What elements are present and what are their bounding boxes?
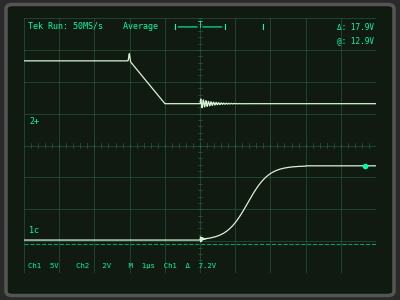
Text: 2+: 2+ xyxy=(29,117,39,126)
FancyBboxPatch shape xyxy=(6,4,394,296)
Text: 1c: 1c xyxy=(29,226,39,236)
Text: Δ: 17.9V: Δ: 17.9V xyxy=(337,23,374,32)
Text: Tek Run: 50MS/s    Average: Tek Run: 50MS/s Average xyxy=(28,22,158,31)
Text: @: 12.9V: @: 12.9V xyxy=(337,36,374,45)
Text: Ch1  5V    Ch2   2V    M  1μs  Ch1  Δ  7.2V: Ch1 5V Ch2 2V M 1μs Ch1 Δ 7.2V xyxy=(28,263,216,269)
Text: T: T xyxy=(198,21,202,30)
